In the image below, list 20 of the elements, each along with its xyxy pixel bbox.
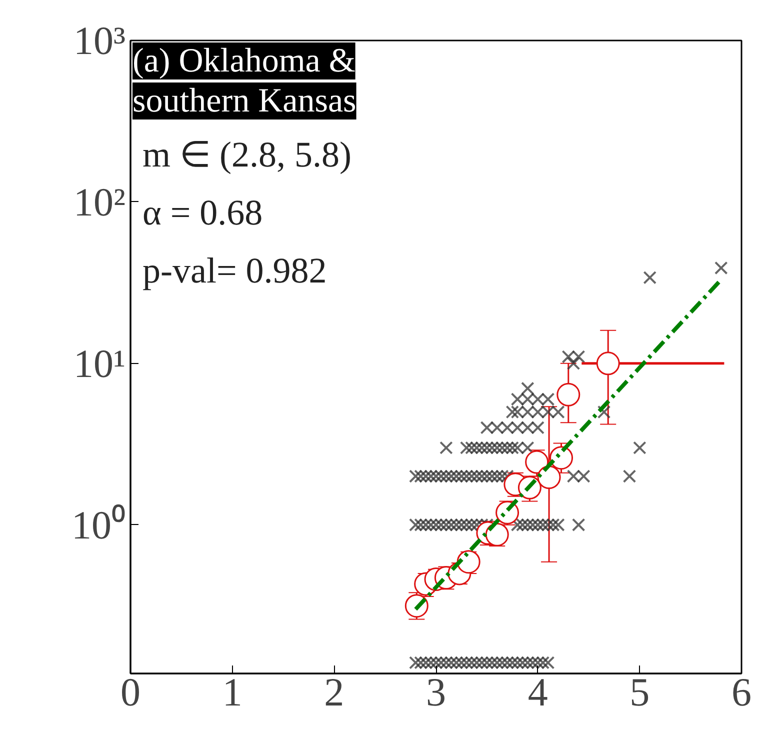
point	[456, 550, 480, 574]
point	[556, 382, 580, 406]
y-tick-label: 10³	[74, 18, 126, 63]
x-tick-label: 0	[120, 670, 140, 714]
point	[537, 466, 561, 490]
x-tick-label: 1	[222, 670, 242, 714]
x-tick-label: 2	[324, 670, 344, 714]
point	[596, 352, 620, 376]
annotation: p-val= 0.982	[142, 250, 327, 290]
y-tick-label: 10¹	[74, 340, 126, 386]
x-tick-label: 3	[426, 670, 446, 714]
y-tick-label: 10⁰	[72, 502, 126, 548]
annotation: α = 0.68	[142, 192, 263, 232]
x-tick-label: 4	[528, 670, 548, 714]
point	[525, 450, 549, 474]
text: (a) Oklahoma & southern Kansas	[132, 42, 356, 120]
x-tick-label: 6	[732, 670, 752, 714]
y-tick-label: 10²	[74, 179, 126, 224]
annotation: m ∈ (2.8, 5.8)	[142, 134, 352, 174]
x-tick-label: 5	[630, 670, 650, 714]
